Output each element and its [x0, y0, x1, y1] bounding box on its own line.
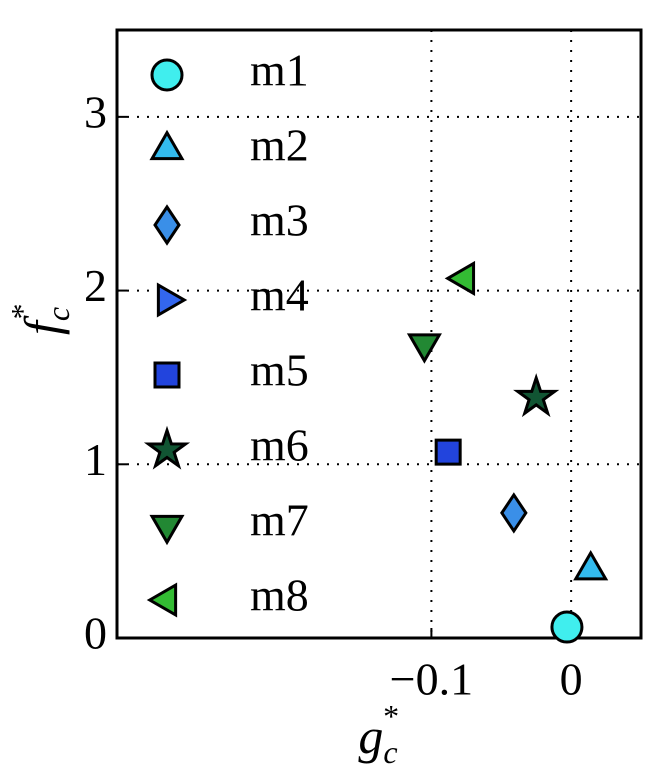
x-tick-label: −0.1	[390, 654, 473, 705]
point	[444, 260, 476, 296]
legend-marker	[156, 282, 188, 318]
point	[406, 333, 442, 364]
x-tick-label: 0	[560, 654, 583, 705]
y-tick-label: 1	[84, 434, 107, 485]
legend-label: m8	[250, 570, 309, 621]
legend-marker	[150, 58, 184, 92]
legend-label: m5	[250, 345, 309, 396]
y-tick-label: 0	[84, 608, 107, 659]
point	[500, 492, 528, 534]
legend-label: m7	[250, 495, 309, 546]
legend-label: m4	[250, 270, 309, 321]
x-label-sub: c	[383, 734, 397, 770]
legend-label: m1	[250, 45, 309, 96]
y-tick-label: 3	[84, 86, 107, 137]
y-label-sub: c	[40, 307, 76, 321]
plot-frame	[115, 28, 643, 640]
point	[434, 438, 462, 466]
y-label-sup: *	[4, 305, 40, 321]
y-axis-label: fc*	[4, 305, 76, 335]
y-tick-label: 2	[84, 260, 107, 311]
legend-marker	[153, 204, 181, 246]
legend-marker	[146, 582, 178, 618]
legend-label: m3	[250, 195, 309, 246]
x-label-sup: *	[382, 698, 398, 734]
legend-label: m6	[250, 420, 309, 471]
point	[513, 373, 560, 418]
legend-marker	[143, 425, 191, 470]
legend-marker	[149, 129, 185, 161]
legend-marker	[149, 514, 185, 546]
legend-label: m2	[250, 120, 309, 171]
x-axis-label: gc*	[358, 698, 397, 770]
point	[573, 550, 609, 581]
x-label-base: g	[358, 708, 383, 764]
legend-marker	[153, 361, 181, 389]
point	[550, 610, 584, 644]
